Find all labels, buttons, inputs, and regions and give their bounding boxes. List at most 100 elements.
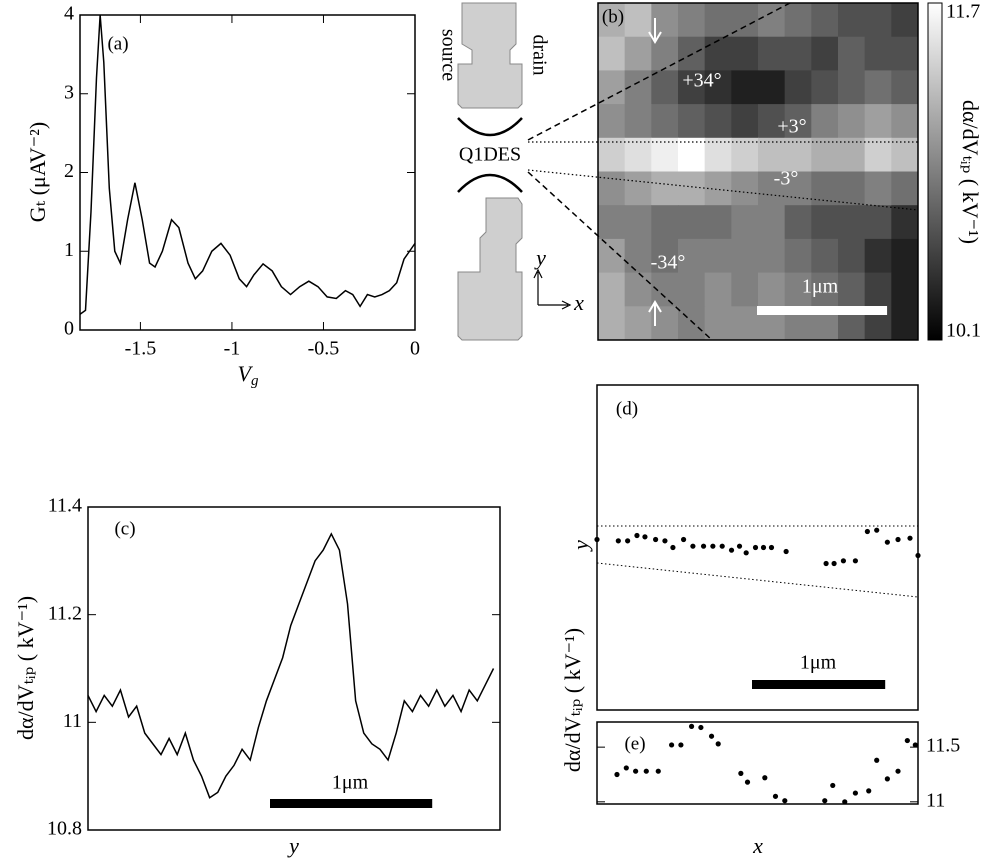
schematic-label: drain	[528, 34, 550, 75]
heatmap-cell	[678, 171, 706, 206]
heatmap-cell	[651, 205, 679, 240]
scale-bar	[757, 306, 888, 315]
y-axis-label: dα/dVₜᵢₚ ( kV⁻¹)	[560, 628, 585, 772]
heatmap-cell	[784, 272, 812, 307]
data-point	[830, 782, 836, 789]
heatmap-cell	[704, 36, 732, 71]
heatmap-cell	[624, 171, 652, 206]
panel-label: (d)	[616, 398, 638, 419]
data-point	[895, 536, 901, 543]
gate-upper	[457, 117, 523, 137]
heatmap-cell	[731, 36, 759, 71]
angle-annotation: +34°	[682, 70, 721, 92]
data-point	[710, 543, 716, 549]
data-point	[884, 539, 890, 545]
scale-bar	[752, 680, 886, 689]
angle-annotation: +3°	[777, 116, 806, 138]
heatmap-cell	[811, 272, 839, 307]
data-point	[678, 742, 684, 748]
heatmap-cell	[811, 238, 839, 274]
heatmap-cell	[624, 205, 652, 240]
scale-bar-label: 1μm	[332, 772, 369, 794]
data-point	[642, 534, 648, 540]
heatmap-cell	[784, 205, 812, 240]
data-point	[760, 544, 767, 551]
data-line	[79, 14, 416, 315]
heatmap-cell	[598, 272, 626, 307]
x-tick-label: -0.5	[308, 338, 340, 360]
heatmap-cell	[758, 272, 786, 307]
data-point	[904, 737, 910, 744]
heatmap-cell	[838, 3, 866, 38]
plot-frame	[79, 14, 416, 331]
heatmap-cell	[784, 36, 812, 71]
tip-arrows	[648, 18, 662, 326]
panel-label: (e)	[624, 733, 645, 754]
heatmap-cell	[624, 306, 652, 341]
heatmap-cell	[811, 70, 839, 105]
data-point	[623, 765, 629, 771]
angle-annotation: -34°	[651, 252, 686, 274]
heatmap-cell	[891, 137, 919, 172]
data-point	[895, 768, 901, 774]
heatmap-cell	[758, 171, 786, 206]
x-axis-label: y	[287, 833, 299, 858]
data-point	[822, 798, 828, 804]
heatmap-cell	[598, 137, 626, 172]
heatmap-cell	[891, 205, 919, 240]
heatmap-cell	[811, 36, 839, 71]
heatmap-cell	[678, 104, 706, 139]
heatmap-cell	[838, 171, 866, 206]
heatmap-cell	[704, 70, 732, 105]
data-point	[715, 741, 721, 747]
schematic-label: Q1DES	[459, 144, 521, 166]
data-point	[907, 535, 913, 541]
heatmap-cell	[704, 272, 732, 307]
heatmap-cell	[864, 205, 892, 240]
data-point	[690, 543, 696, 549]
panel-label: (b)	[602, 6, 624, 27]
data-point	[912, 742, 918, 748]
data-point	[719, 543, 725, 549]
heatmap-cell	[784, 238, 812, 274]
heatmap-cell	[838, 70, 866, 105]
heatmap-cell	[758, 205, 786, 240]
heatmap-cell	[678, 3, 706, 38]
heatmap-cell	[838, 238, 866, 274]
heatmap-cell	[838, 104, 866, 139]
heatmap-cell	[704, 171, 732, 206]
heatmap-cell	[811, 205, 839, 240]
heatmap-cell	[811, 3, 839, 38]
y-tick-label: 11.2	[48, 602, 82, 624]
heatmap-cell	[704, 104, 732, 139]
heatmap-cell	[651, 171, 679, 206]
data-point	[633, 768, 639, 774]
y-axis-label: y	[568, 540, 593, 552]
plot-frame	[87, 506, 501, 831]
heatmap-cell	[811, 137, 839, 172]
coordinate-arrows	[533, 268, 572, 310]
data-point	[842, 799, 848, 805]
data-point	[738, 770, 744, 776]
data-point	[772, 793, 779, 799]
heatmap-cell	[731, 272, 759, 307]
x-axis-label: Vg	[238, 361, 259, 389]
heatmap-cell	[651, 137, 679, 172]
heatmap-cell	[838, 272, 866, 307]
data-point	[752, 544, 759, 551]
heatmap-cell	[891, 272, 919, 307]
heatmap-cell	[678, 306, 706, 341]
heatmap-cell	[864, 36, 892, 71]
y-tick-label: 3	[64, 81, 74, 103]
heatmap-cell	[838, 205, 866, 240]
heatmap-cell	[758, 238, 786, 274]
heatmap-cell	[784, 171, 812, 206]
data-point	[874, 757, 880, 763]
data-point	[864, 528, 870, 535]
heatmap-cell	[704, 3, 732, 38]
heatmap-cell	[731, 104, 759, 139]
source-electrode	[457, 2, 523, 109]
